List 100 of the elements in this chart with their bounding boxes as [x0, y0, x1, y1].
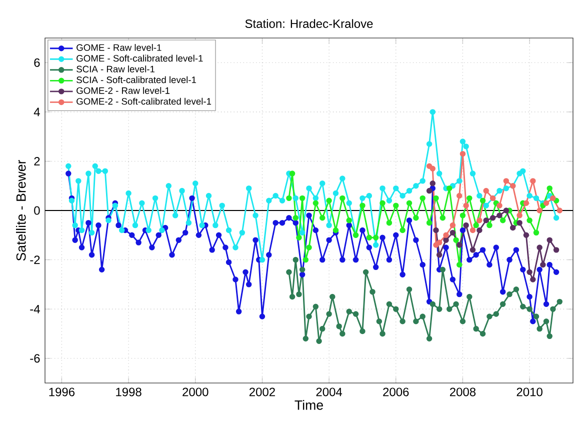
y-tick-label: 4	[34, 108, 40, 116]
point	[406, 286, 412, 292]
legend-label: SCIA - Soft-calibrated level-1	[76, 76, 196, 84]
x-tick-label: 2010	[516, 388, 542, 396]
y-tick-label: 0	[34, 206, 40, 215]
point	[406, 200, 412, 206]
point	[332, 227, 339, 234]
point	[460, 212, 466, 218]
point	[556, 208, 563, 214]
point	[476, 217, 482, 224]
point	[346, 217, 352, 224]
legend-label: SCIA - Raw level-1	[76, 66, 154, 72]
point	[340, 330, 346, 337]
point	[360, 328, 366, 334]
point	[526, 217, 532, 224]
point	[536, 244, 542, 250]
point	[533, 314, 540, 320]
point	[372, 234, 379, 240]
chart-title: Station: Hradec-Kralove	[245, 19, 373, 28]
point	[476, 227, 482, 234]
point	[292, 215, 299, 221]
x-tick-label: 2004	[316, 388, 342, 396]
point	[530, 178, 536, 184]
y-tick-label: -2	[30, 256, 40, 264]
point	[466, 294, 472, 300]
point	[520, 304, 526, 310]
point	[496, 212, 502, 218]
y-tick-label: 6	[34, 58, 40, 67]
point	[320, 326, 326, 332]
x-tick-label: 2000	[182, 388, 208, 396]
point	[486, 222, 492, 228]
point	[506, 291, 512, 298]
legend-label: GOME-2 - Raw level-1	[76, 87, 170, 94]
point	[546, 333, 552, 340]
point	[433, 227, 439, 234]
point	[443, 237, 449, 243]
point	[546, 237, 552, 243]
y-tick-label: 2	[34, 157, 40, 166]
point	[540, 262, 546, 268]
point	[393, 306, 399, 312]
point	[302, 256, 309, 263]
point	[480, 330, 486, 337]
x-tick-label: 2006	[383, 388, 409, 396]
point	[510, 224, 516, 231]
point	[483, 188, 489, 194]
x-tick-label: 2008	[450, 388, 476, 396]
point	[413, 318, 419, 324]
point	[493, 311, 500, 317]
x-tick-label: 1996	[49, 388, 75, 396]
point	[550, 306, 556, 312]
point	[456, 192, 462, 199]
point	[486, 314, 492, 320]
point	[393, 202, 399, 208]
point	[526, 306, 532, 312]
point	[473, 326, 479, 332]
point	[366, 234, 372, 240]
point	[380, 200, 386, 206]
x-tick-label: 2002	[249, 388, 275, 396]
point	[362, 269, 369, 275]
point	[446, 306, 452, 312]
point	[360, 202, 366, 208]
point	[470, 227, 476, 234]
point	[553, 247, 560, 253]
point	[433, 195, 439, 202]
point	[330, 294, 336, 300]
point	[550, 195, 556, 202]
point	[426, 188, 432, 194]
point	[299, 195, 306, 202]
point	[463, 222, 469, 228]
point	[473, 222, 479, 228]
x-axis-title: Time	[294, 400, 323, 410]
point	[296, 291, 302, 298]
point	[460, 318, 466, 324]
point	[470, 247, 476, 253]
point	[543, 200, 550, 206]
point	[426, 336, 432, 342]
point	[320, 215, 326, 221]
point	[400, 227, 406, 234]
point	[436, 240, 442, 246]
point	[456, 262, 462, 268]
point	[336, 323, 342, 330]
point	[523, 200, 530, 206]
point	[292, 256, 299, 263]
point	[299, 266, 306, 273]
point	[326, 198, 332, 204]
point	[346, 308, 352, 314]
point	[536, 326, 542, 332]
point	[526, 269, 532, 275]
legend-label: GOME - Raw level-1	[76, 44, 162, 51]
point	[483, 217, 489, 224]
point	[453, 237, 459, 243]
point	[286, 195, 292, 202]
point	[450, 222, 456, 228]
point	[289, 170, 296, 176]
y-axis-title: Satellite - Brewer	[16, 160, 26, 261]
point	[420, 195, 426, 202]
point	[426, 220, 432, 226]
point	[446, 185, 452, 192]
point	[430, 180, 436, 186]
point	[312, 304, 319, 310]
